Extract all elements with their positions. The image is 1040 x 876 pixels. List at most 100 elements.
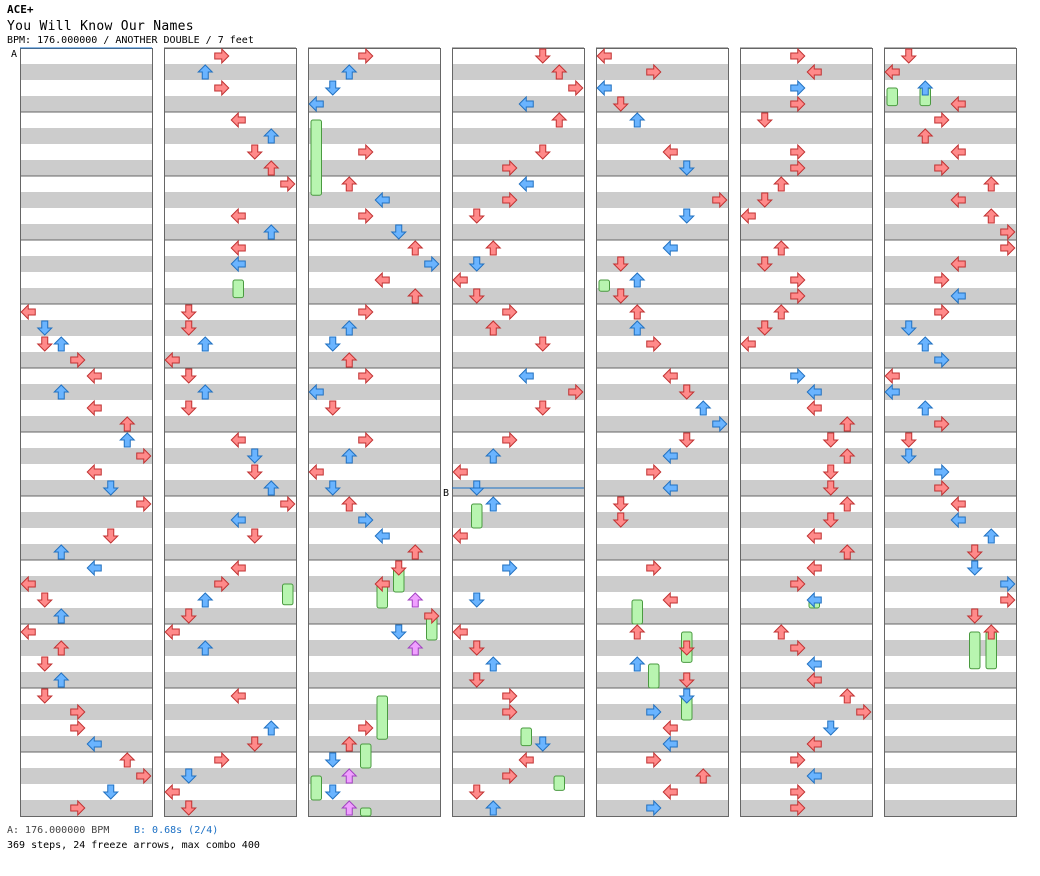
beat-band	[308, 384, 440, 400]
step-arrow-up	[263, 128, 280, 144]
beat-band	[740, 608, 872, 624]
beat-band	[740, 704, 872, 720]
step-arrow-down	[966, 544, 983, 560]
step-arrow-down	[36, 656, 53, 672]
step-arrow-right	[646, 63, 662, 81]
step-arrow-left	[806, 735, 822, 753]
step-arrow-left	[230, 511, 246, 529]
step-arrow-right	[502, 687, 518, 705]
step-arrow-down	[966, 560, 983, 576]
step-arrow-down	[612, 96, 629, 112]
beat-band	[164, 96, 296, 112]
freeze-arrow	[376, 695, 388, 740]
step-arrow-up	[485, 240, 502, 256]
step-arrow-right	[790, 799, 806, 817]
step-arrow-up	[407, 592, 424, 608]
beat-band	[308, 736, 440, 752]
beat-band	[452, 672, 584, 688]
step-arrow-down	[324, 336, 341, 352]
freeze-arrow	[631, 599, 643, 625]
step-arrow-up	[551, 112, 568, 128]
beat-band	[596, 576, 728, 592]
beat-band	[20, 352, 152, 368]
step-arrow-left	[596, 47, 612, 65]
beat-band	[308, 480, 440, 496]
beat-band	[20, 768, 152, 784]
song-title: You Will Know Our Names	[7, 19, 194, 34]
step-arrow-up	[695, 400, 712, 416]
beat-band	[740, 320, 872, 336]
step-arrow-left	[884, 383, 900, 401]
step-arrow-down	[468, 288, 485, 304]
step-arrow-right	[934, 271, 950, 289]
step-arrow-right	[856, 703, 872, 721]
beat-band	[164, 352, 296, 368]
step-arrow-left	[230, 431, 246, 449]
step-arrow-down	[822, 480, 839, 496]
step-arrow-up	[263, 224, 280, 240]
step-arrow-left	[950, 287, 966, 305]
beat-band	[884, 64, 1016, 80]
step-arrow-left	[374, 575, 390, 593]
step-arrow-right	[934, 415, 950, 433]
beat-band	[164, 576, 296, 592]
step-arrow-up	[917, 80, 934, 96]
step-arrow-down	[966, 608, 983, 624]
app-brand: ACE+	[7, 3, 34, 16]
step-arrow-right	[358, 207, 374, 225]
step-arrow-right	[424, 607, 440, 625]
step-arrow-up	[485, 496, 502, 512]
step-arrow-down	[612, 496, 629, 512]
step-arrow-up	[119, 432, 136, 448]
step-arrow-down	[678, 640, 695, 656]
step-arrow-down	[102, 784, 119, 800]
step-arrow-up	[341, 64, 358, 80]
beat-band	[308, 704, 440, 720]
step-arrow-right	[214, 47, 230, 65]
beat-band	[452, 256, 584, 272]
step-arrow-left	[230, 687, 246, 705]
beat-band	[740, 800, 872, 816]
beat-band	[740, 448, 872, 464]
beat-band	[740, 288, 872, 304]
beat-band	[884, 96, 1016, 112]
step-arrow-right	[70, 351, 86, 369]
beat-band	[596, 160, 728, 176]
step-arrow-down	[468, 672, 485, 688]
beat-band	[452, 768, 584, 784]
beat-band	[596, 320, 728, 336]
beat-band	[308, 288, 440, 304]
step-arrow-down	[324, 480, 341, 496]
step-arrow-up	[53, 336, 70, 352]
beat-band	[164, 544, 296, 560]
step-arrow-up	[839, 544, 856, 560]
step-arrow-right	[790, 783, 806, 801]
step-arrow-right	[502, 431, 518, 449]
step-arrow-down	[246, 464, 263, 480]
step-arrow-left	[308, 463, 324, 481]
beat-band	[740, 384, 872, 400]
beat-band	[308, 96, 440, 112]
step-arrow-up	[407, 544, 424, 560]
step-arrow-down	[324, 80, 341, 96]
beat-band	[20, 224, 152, 240]
beat-band	[308, 608, 440, 624]
step-arrow-left	[86, 399, 102, 417]
step-arrow-up	[629, 272, 646, 288]
beat-band	[596, 416, 728, 432]
step-arrow-right	[646, 703, 662, 721]
step-arrow-up	[485, 448, 502, 464]
beat-band	[308, 256, 440, 272]
step-arrow-right	[712, 191, 728, 209]
step-arrow-up	[341, 800, 358, 816]
step-arrow-down	[678, 432, 695, 448]
marker-label-a: A	[11, 49, 17, 60]
step-arrow-left	[950, 495, 966, 513]
freeze-arrow	[598, 279, 610, 292]
step-arrow-up	[629, 112, 646, 128]
step-arrow-left	[662, 591, 678, 609]
beat-band	[308, 224, 440, 240]
freeze-arrow	[360, 743, 372, 769]
step-arrow-left	[740, 207, 756, 225]
step-arrow-up	[839, 448, 856, 464]
